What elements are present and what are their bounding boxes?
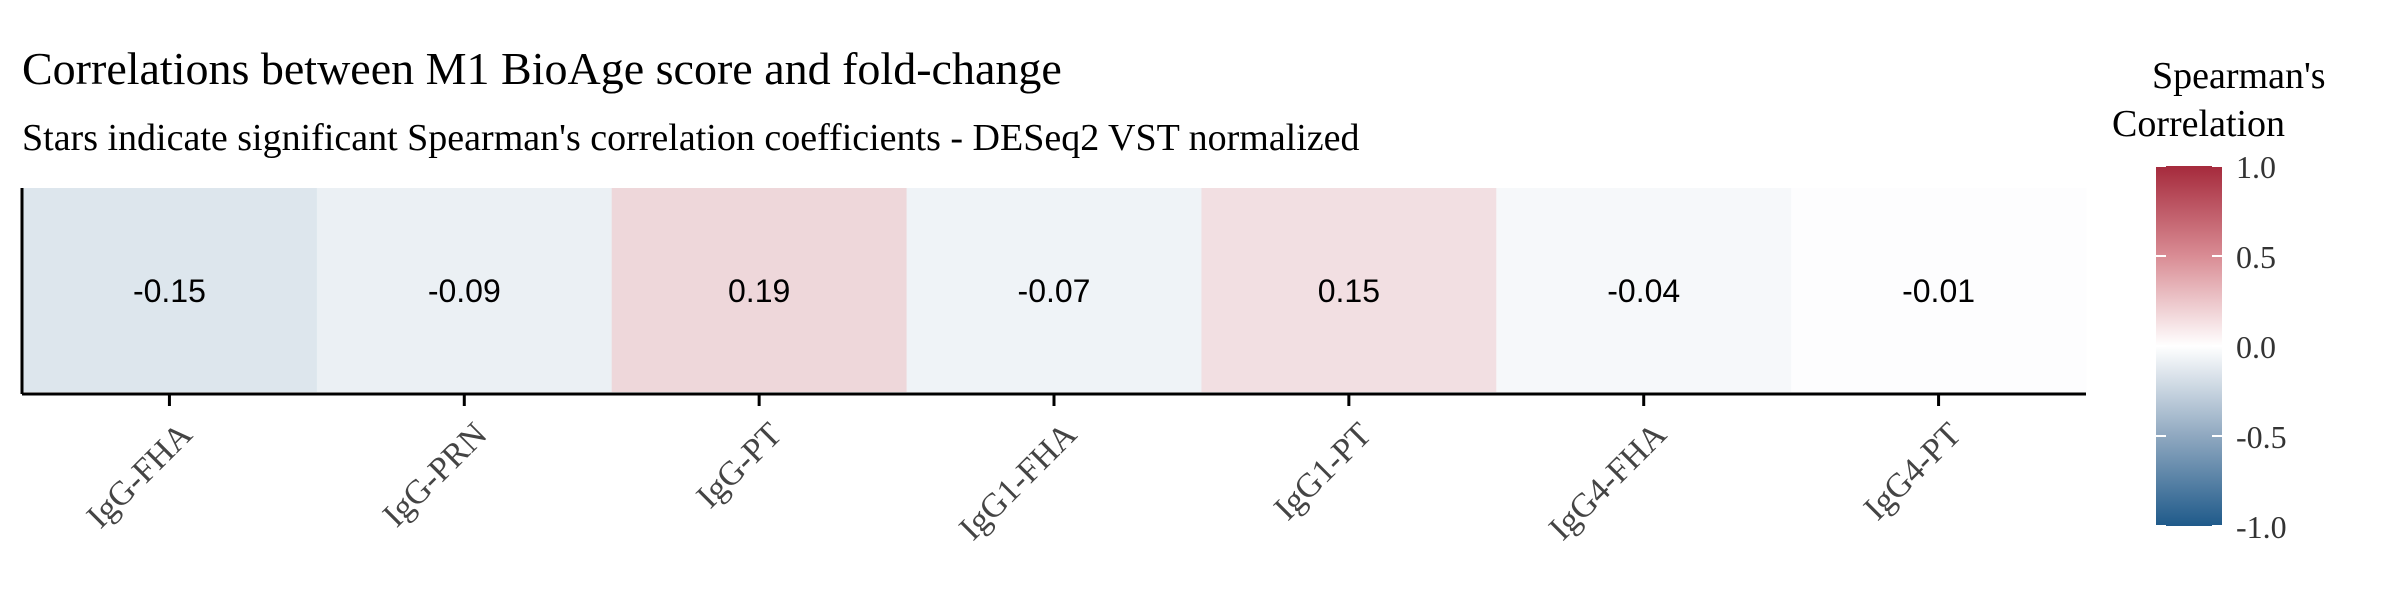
cell-value-label: 0.19 xyxy=(728,273,790,309)
heatmap-cell xyxy=(316,188,613,392)
legend-tick-label: 0.5 xyxy=(2236,239,2276,275)
heatmap-cell xyxy=(22,188,318,392)
chart-title: Correlations between M1 BioAge score and… xyxy=(22,43,1062,94)
cell-value-label: -0.01 xyxy=(1902,273,1975,309)
legend-tick-label: -0.5 xyxy=(2236,419,2287,455)
heatmap-cell xyxy=(1791,188,2087,392)
legend-title-line1: Spearman's xyxy=(2152,55,2326,97)
heatmap-cell xyxy=(611,188,908,392)
heatmap-cell xyxy=(1201,188,1497,392)
legend: Spearman's Correlation 1.0 0.5 0.0 -0.5 -1.0 xyxy=(2112,55,2326,545)
legend-tick-label: 1.0 xyxy=(2236,149,2276,185)
cell-value-label: -0.04 xyxy=(1607,273,1680,309)
legend-tick-label: -1.0 xyxy=(2236,509,2287,545)
x-tick-label: IgG1-FHA xyxy=(952,416,1084,548)
legend-color-bar xyxy=(2156,166,2222,526)
cell-value-label: -0.15 xyxy=(133,273,206,309)
x-axis-tick-labels: IgG-FHA IgG-PRN IgG-PT IgG1-FHA IgG1-PT IgG4-… xyxy=(80,416,1969,548)
x-tick-label: IgG-PRN xyxy=(376,416,494,534)
cell-value-label: -0.09 xyxy=(428,273,501,309)
legend-title-line2: Correlation xyxy=(2112,103,2285,145)
heatmap-cell xyxy=(1496,188,1792,392)
x-tick-label: IgG4-PT xyxy=(1857,416,1969,528)
x-tick-label: IgG-FHA xyxy=(80,416,200,536)
x-axis-ticks xyxy=(167,394,1941,406)
x-tick-label: IgG-PT xyxy=(690,416,790,516)
heatmap-value-labels: -0.15 -0.09 0.19 -0.07 0.15 -0.04 -0.01 xyxy=(133,273,1975,309)
x-tick-label: IgG1-PT xyxy=(1267,416,1379,528)
x-tick-label: IgG4-FHA xyxy=(1542,416,1674,548)
heatmap-cell xyxy=(906,188,1202,392)
heatmap-cells xyxy=(22,188,2087,392)
legend-tick-label: 0.0 xyxy=(2236,329,2276,365)
legend-tick-labels: 1.0 0.5 0.0 -0.5 -1.0 xyxy=(2236,149,2287,545)
chart-subtitle: Stars indicate significant Spearman's co… xyxy=(22,117,1360,159)
cell-value-label: -0.07 xyxy=(1018,273,1091,309)
cell-value-label: 0.15 xyxy=(1318,273,1380,309)
legend-ticks xyxy=(2156,165,2222,527)
